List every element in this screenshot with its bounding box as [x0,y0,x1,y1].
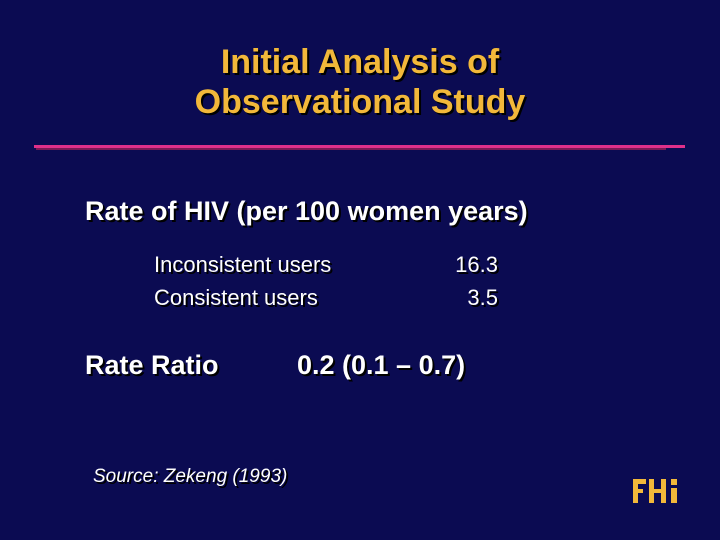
row-label-consistent: Consistent users [154,285,318,310]
title-line-1: Initial Analysis of [220,43,500,81]
row-value-inconsistent: 16.3 [455,252,498,277]
source-citation: Source: Zekeng (1993) [93,466,288,487]
row-label-inconsistent: Inconsistent users [154,252,332,277]
title-divider [34,145,685,148]
row-value-consistent: 3.5 [467,285,498,310]
title-divider-shadow [36,148,666,150]
slide-title: Initial Analysis of Observational Study [0,42,720,122]
hiv-rate-heading: Rate of HIV (per 100 women years) [85,196,528,226]
rate-ratio-value: 0.2 (0.1 – 0.7) [297,350,466,380]
title-line-2: Observational Study [194,83,526,121]
fhi-logo [633,479,677,503]
rate-ratio-label: Rate Ratio [85,350,219,380]
